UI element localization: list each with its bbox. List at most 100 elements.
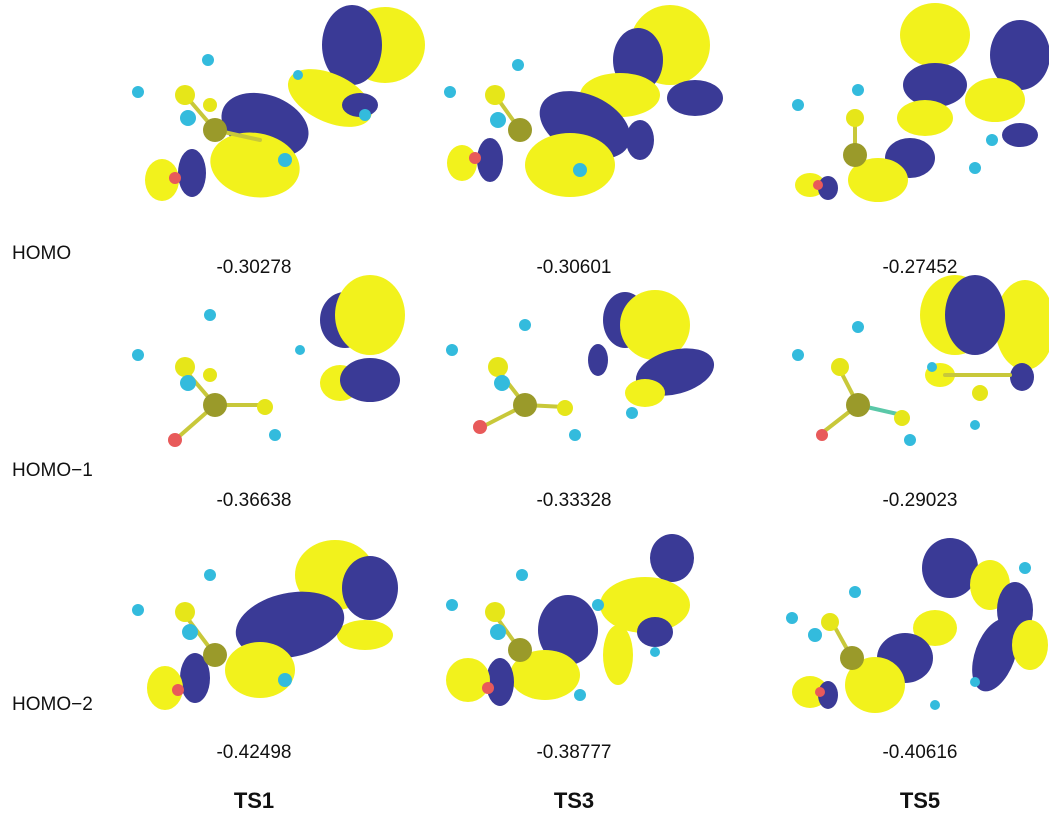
atom-hydrogen bbox=[969, 162, 981, 174]
atom-carbon bbox=[557, 400, 573, 416]
lobe-yellow bbox=[897, 100, 953, 136]
atom-oxygen bbox=[816, 429, 828, 441]
lobe-yellow bbox=[845, 657, 905, 713]
atom-hydrogen bbox=[927, 362, 937, 372]
row-label-homo-2: HOMO−2 bbox=[12, 694, 93, 715]
lobe-yellow bbox=[795, 173, 825, 197]
orbital-homo-1-ts3 bbox=[446, 290, 715, 441]
lobe-yellow bbox=[965, 78, 1025, 122]
atom-hydrogen bbox=[808, 628, 822, 642]
atom-hydrogen bbox=[852, 84, 864, 96]
atom-carbon bbox=[831, 358, 849, 376]
lobe-blue bbox=[588, 344, 608, 376]
atom-oxygen bbox=[169, 172, 181, 184]
row-label-homo: HOMO bbox=[12, 243, 72, 264]
lobe-yellow bbox=[620, 290, 690, 360]
atom-hydrogen bbox=[180, 110, 196, 126]
atom-center bbox=[843, 143, 867, 167]
atom-carbon bbox=[175, 85, 195, 105]
energy-homo-2-ts1: -0.42498 bbox=[216, 742, 292, 763]
energy-homo-2-ts5: -0.40616 bbox=[882, 742, 958, 763]
atom-oxygen bbox=[168, 433, 182, 447]
atom-carbon bbox=[203, 368, 217, 382]
atom-carbon bbox=[846, 109, 864, 127]
atom-hydrogen bbox=[269, 429, 281, 441]
orbital-homo-2-ts5 bbox=[786, 538, 1048, 713]
atom-hydrogen bbox=[295, 345, 305, 355]
atom-hydrogen bbox=[132, 86, 144, 98]
atom-carbon bbox=[972, 385, 988, 401]
lobe-blue bbox=[477, 138, 503, 182]
atom-carbon bbox=[821, 613, 839, 631]
atom-hydrogen bbox=[490, 112, 506, 128]
atom-hydrogen bbox=[904, 434, 916, 446]
lobe-yellow bbox=[848, 158, 908, 202]
lobe-yellow bbox=[1012, 620, 1048, 670]
column-label-ts5: TS5 bbox=[899, 788, 941, 813]
lobe-yellow bbox=[525, 133, 615, 197]
lobe-blue bbox=[626, 120, 654, 160]
energy-homo-ts3: -0.30601 bbox=[536, 257, 612, 278]
atom-center bbox=[508, 118, 532, 142]
atom-hydrogen bbox=[930, 700, 940, 710]
lobe-yellow bbox=[447, 145, 477, 181]
lobe-blue bbox=[1010, 363, 1034, 391]
lobe-blue bbox=[990, 20, 1049, 90]
atom-hydrogen bbox=[849, 586, 861, 598]
atom-carbon bbox=[175, 602, 195, 622]
atom-hydrogen bbox=[519, 319, 531, 331]
atom-oxygen bbox=[172, 684, 184, 696]
lobe-blue bbox=[486, 658, 514, 706]
lobe-blue bbox=[538, 595, 598, 665]
atom-center bbox=[508, 638, 532, 662]
lobe-yellow bbox=[337, 620, 393, 650]
atom-hydrogen bbox=[182, 624, 198, 640]
atom-hydrogen bbox=[569, 429, 581, 441]
lobe-yellow bbox=[446, 658, 490, 702]
lobe-yellow bbox=[147, 666, 183, 710]
energy-homo-2-ts3: -0.38777 bbox=[536, 742, 612, 763]
atom-carbon bbox=[203, 98, 217, 112]
atom-hydrogen bbox=[359, 109, 371, 121]
atom-hydrogen bbox=[446, 344, 458, 356]
atom-oxygen bbox=[482, 682, 494, 694]
row-label-homo-1: HOMO−1 bbox=[12, 460, 93, 481]
atom-carbon bbox=[488, 357, 508, 377]
atom-hydrogen bbox=[293, 70, 303, 80]
lobe-yellow bbox=[995, 280, 1049, 370]
lobe-yellow bbox=[335, 275, 405, 355]
atom-oxygen bbox=[813, 180, 823, 190]
atom-oxygen bbox=[469, 152, 481, 164]
atom-hydrogen bbox=[1019, 562, 1031, 574]
atom-hydrogen bbox=[516, 569, 528, 581]
lobe-yellow bbox=[510, 650, 580, 700]
orbital-homo-ts1 bbox=[132, 5, 425, 201]
lobe-yellow bbox=[625, 379, 665, 407]
atom-hydrogen bbox=[573, 163, 587, 177]
atom-hydrogen bbox=[202, 54, 214, 66]
lobe-blue bbox=[1002, 123, 1038, 147]
atom-hydrogen bbox=[132, 604, 144, 616]
lobe-blue bbox=[667, 80, 723, 116]
lobe-blue bbox=[972, 618, 1018, 692]
atom-oxygen bbox=[815, 687, 825, 697]
lobe-blue bbox=[178, 149, 206, 197]
atom-hydrogen bbox=[792, 349, 804, 361]
energy-homo-ts5: -0.27452 bbox=[882, 257, 958, 278]
atom-hydrogen bbox=[650, 647, 660, 657]
atom-hydrogen bbox=[132, 349, 144, 361]
atom-hydrogen bbox=[490, 624, 506, 640]
orbital-homo-2-ts1 bbox=[132, 540, 398, 710]
energy-homo-1-ts5: -0.29023 bbox=[882, 490, 958, 511]
energy-homo-ts1: -0.30278 bbox=[216, 257, 292, 278]
atom-center bbox=[840, 646, 864, 670]
atom-oxygen bbox=[473, 420, 487, 434]
atom-hydrogen bbox=[446, 599, 458, 611]
column-label-ts1: TS1 bbox=[233, 788, 275, 813]
atom-hydrogen bbox=[626, 407, 638, 419]
lobe-blue bbox=[235, 591, 345, 659]
atom-center bbox=[203, 118, 227, 142]
orbital-homo-ts5 bbox=[792, 3, 1049, 202]
lobe-yellow bbox=[225, 642, 295, 698]
